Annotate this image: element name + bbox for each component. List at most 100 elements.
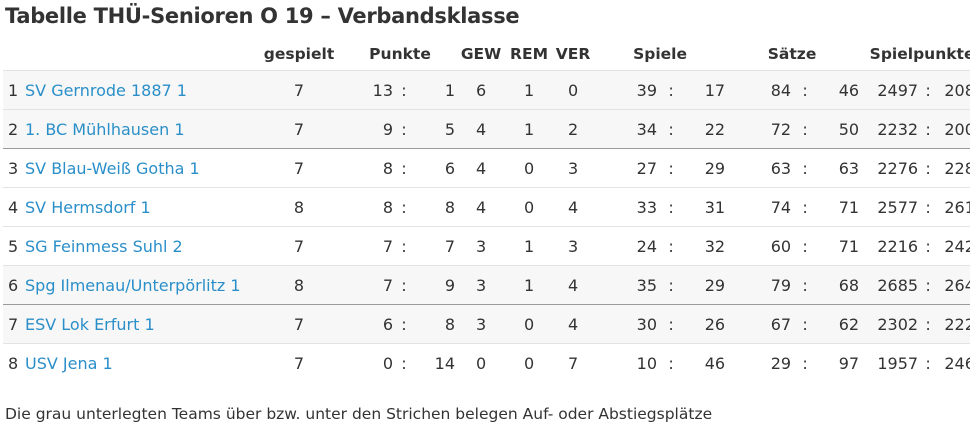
team-cell: SV Gernrode 1887 1 [25, 70, 253, 110]
lost-cell: 0 [551, 70, 596, 110]
rank-cell: 3 [3, 148, 25, 188]
header-rank [3, 37, 25, 71]
sets-against-cell: 68 [819, 265, 860, 305]
team-cell: SG Feinmess Suhl 2 [25, 226, 253, 266]
rank-cell: 4 [3, 187, 25, 227]
won-cell: 4 [455, 148, 508, 188]
lost-cell: 4 [551, 304, 596, 344]
points-against-cell: 8 [415, 304, 456, 344]
separator: : [657, 265, 686, 305]
team-link[interactable]: SV Hermsdorf 1 [25, 197, 151, 217]
rank-cell: 6 [3, 265, 25, 305]
team-link[interactable]: Spg Ilmenau/Unterpörlitz 1 [25, 275, 241, 295]
game-points-against-cell: 2281 [938, 148, 970, 188]
games-for-cell: 35 [595, 265, 658, 305]
played-cell: 7 [253, 148, 345, 188]
header-game-points: Spielpunkte [869, 44, 970, 63]
won-cell: 3 [455, 265, 508, 305]
separator: : [393, 226, 415, 266]
games-against-cell: 46 [685, 343, 726, 382]
table-row: 1 SV Gernrode 1887 1 7 13:1 6 1 0 39:17 84:46 249… [3, 70, 970, 110]
games-for-cell: 27 [595, 148, 658, 188]
team-link[interactable]: SG Feinmess Suhl 2 [25, 236, 183, 256]
header-points: Punkte [369, 44, 431, 63]
separator: : [657, 304, 686, 344]
team-link[interactable]: USV Jena 1 [25, 353, 113, 373]
game-points-for-cell: 2685 [859, 265, 919, 305]
page-title: Tabelle THÜ-Senioren O 19 – Verbandsklas… [5, 4, 520, 28]
points-against-cell: 6 [415, 148, 456, 188]
lost-cell: 3 [551, 148, 596, 188]
separator: : [393, 187, 415, 227]
rank-cell: 2 [3, 109, 25, 149]
game-points-against-cell: 2002 [938, 109, 970, 149]
draw-cell: 0 [507, 304, 552, 344]
points-for-cell: 0 [345, 343, 393, 382]
header-draw: REM [510, 44, 548, 63]
points-against-cell: 9 [415, 265, 456, 305]
played-cell: 7 [253, 109, 345, 149]
table-row: 2 1. BC Mühlhausen 1 7 9:5 4 1 2 34:22 72:50 2232… [3, 109, 970, 149]
table-row: 5 SG Feinmess Suhl 2 7 7:7 3 1 3 24:32 60:71 2216… [3, 226, 970, 266]
sets-for-cell: 60 [725, 226, 792, 266]
sets-for-cell: 72 [725, 109, 792, 149]
sets-for-cell: 74 [725, 187, 792, 227]
game-points-for-cell: 2232 [859, 109, 919, 149]
points-for-cell: 8 [345, 148, 393, 188]
won-cell: 3 [455, 226, 508, 266]
rank-cell: 1 [3, 70, 25, 110]
sets-against-cell: 71 [819, 187, 860, 227]
games-for-cell: 10 [595, 343, 658, 382]
team-cell: SV Blau-Weiß Gotha 1 [25, 148, 253, 188]
game-points-against-cell: 2425 [938, 226, 970, 266]
sets-against-cell: 62 [819, 304, 860, 344]
points-against-cell: 14 [415, 343, 456, 382]
team-cell: SV Hermsdorf 1 [25, 187, 253, 227]
separator: : [657, 70, 686, 110]
points-for-cell: 9 [345, 109, 393, 149]
lost-cell: 3 [551, 226, 596, 266]
lost-cell: 2 [551, 109, 596, 149]
team-link[interactable]: 1. BC Mühlhausen 1 [25, 119, 185, 139]
points-against-cell: 5 [415, 109, 456, 149]
separator: : [791, 70, 820, 110]
team-link[interactable]: SV Blau-Weiß Gotha 1 [25, 158, 200, 178]
rank-cell: 7 [3, 304, 25, 344]
games-for-cell: 30 [595, 304, 658, 344]
points-for-cell: 6 [345, 304, 393, 344]
header-sets: Sätze [767, 44, 817, 63]
team-cell: 1. BC Mühlhausen 1 [25, 109, 253, 149]
game-points-against-cell: 2464 [938, 343, 970, 382]
separator: : [791, 187, 820, 227]
team-link[interactable]: SV Gernrode 1887 1 [25, 80, 187, 100]
separator: : [393, 343, 415, 382]
separator: : [393, 304, 415, 344]
sets-for-cell: 29 [725, 343, 792, 382]
header-games: Spiele [633, 44, 687, 63]
team-cell: USV Jena 1 [25, 343, 253, 382]
separator: : [393, 265, 415, 305]
draw-cell: 1 [507, 226, 552, 266]
games-against-cell: 26 [685, 304, 726, 344]
sets-against-cell: 50 [819, 109, 860, 149]
games-for-cell: 24 [595, 226, 658, 266]
sets-against-cell: 71 [819, 226, 860, 266]
standings-body: 1 SV Gernrode 1887 1 7 13:1 6 1 0 39:17 84:46 249… [3, 70, 970, 382]
points-against-cell: 7 [415, 226, 456, 266]
games-against-cell: 31 [685, 187, 726, 227]
separator: : [918, 226, 939, 266]
draw-cell: 1 [507, 265, 552, 305]
game-points-for-cell: 1957 [859, 343, 919, 382]
team-link[interactable]: ESV Lok Erfurt 1 [25, 314, 155, 334]
separator: : [918, 343, 939, 382]
game-points-for-cell: 2577 [859, 187, 919, 227]
sets-against-cell: 97 [819, 343, 860, 382]
team-cell: ESV Lok Erfurt 1 [25, 304, 253, 344]
header-won: GEW [460, 44, 502, 63]
rank-cell: 5 [3, 226, 25, 266]
separator: : [918, 109, 939, 149]
separator: : [918, 148, 939, 188]
played-cell: 7 [253, 343, 345, 382]
separator: : [657, 187, 686, 227]
